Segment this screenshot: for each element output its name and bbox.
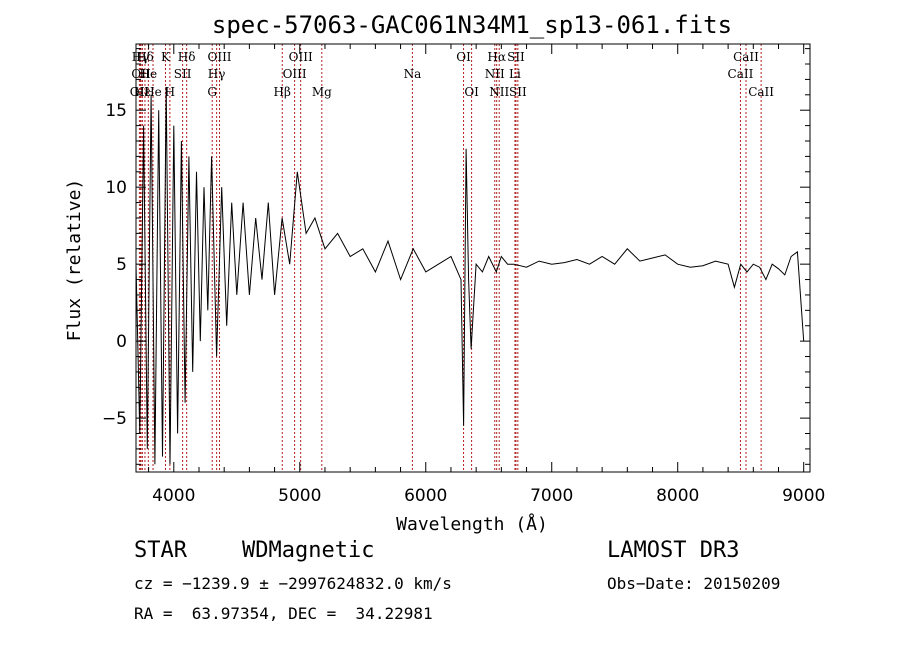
y-axis: −5 0 5 10 15	[102, 48, 810, 465]
x-axis-label: Wavelength (Å)	[396, 513, 548, 535]
x-tick-label: 7000	[530, 486, 573, 506]
survey-name: LAMOST DR3	[607, 538, 740, 563]
line-marker-label: Hβ	[274, 85, 291, 99]
object-subclass: WDMagnetic	[242, 538, 375, 563]
line-marker-label: SII	[509, 85, 527, 99]
line-marker-label: H	[165, 85, 175, 99]
line-marker-label: CaII	[748, 85, 774, 99]
line-marker-label: Hγ	[208, 67, 226, 81]
line-marker-label: K	[161, 50, 171, 64]
y-tick-label: 0	[116, 332, 127, 352]
y-tick-label: 10	[105, 178, 127, 198]
object-type: STAR	[134, 538, 187, 563]
line-marker-label: OII	[130, 85, 150, 99]
line-marker-label: OIII	[207, 50, 231, 64]
x-tick-label: 4000	[152, 486, 195, 506]
x-tick-label: 8000	[656, 486, 699, 506]
line-marker-label: Na	[404, 67, 422, 81]
line-marker-label: Hα	[487, 50, 506, 64]
x-axis: 4000 5000 6000 7000 8000 9000	[148, 44, 825, 506]
y-tick-label: −5	[102, 409, 127, 429]
line-marker-label: NII	[489, 85, 509, 99]
line-marker-label: OI	[464, 85, 479, 99]
line-marker-label: Li	[509, 67, 521, 81]
line-marker-label: OIII	[283, 67, 307, 81]
line-marker-label: G	[207, 85, 217, 99]
line-marker-label: CaII	[733, 50, 759, 64]
line-marker-label: Hε	[134, 85, 151, 99]
coordinates-readout: RA = 63.97354, DEC = 34.22981	[134, 604, 433, 623]
chart-title: spec-57063-GAC061N34M1_sp13-061.fits	[212, 11, 732, 39]
line-marker-label: NII	[485, 67, 505, 81]
line-marker-label: OIII	[289, 50, 313, 64]
plot-frame	[135, 43, 811, 473]
x-tick-label: 5000	[278, 486, 321, 506]
obs-date: Obs−Date: 20150209	[607, 574, 781, 593]
line-marker-label: Hδ	[178, 50, 196, 64]
line-marker-label: OI	[456, 50, 471, 64]
x-tick-label: 6000	[404, 486, 447, 506]
line-marker-label: Hδ	[136, 50, 154, 64]
x-tick-label: 9000	[782, 486, 825, 506]
line-markers	[138, 44, 762, 472]
line-marker-label: SII	[174, 67, 192, 81]
line-marker-label: Mg	[312, 85, 332, 99]
line-marker-label: SII	[507, 50, 525, 64]
series-line	[135, 87, 805, 465]
y-tick-label: 5	[116, 255, 127, 275]
redshift-readout: cz = −1239.9 ± −2997624832.0 km/s	[134, 574, 452, 593]
line-marker-label: He	[140, 67, 158, 81]
line-marker-label: He	[144, 85, 162, 99]
line-marker-labels: OIIHγOIIHεHδHeHeKHSIIHδGHγOIIIHβOIIIOIII…	[130, 50, 775, 99]
line-marker-label: CaII	[728, 67, 754, 81]
series-layer	[135, 87, 805, 465]
y-tick-label: 15	[105, 101, 127, 121]
y-axis-label: Flux (relative)	[64, 179, 85, 342]
